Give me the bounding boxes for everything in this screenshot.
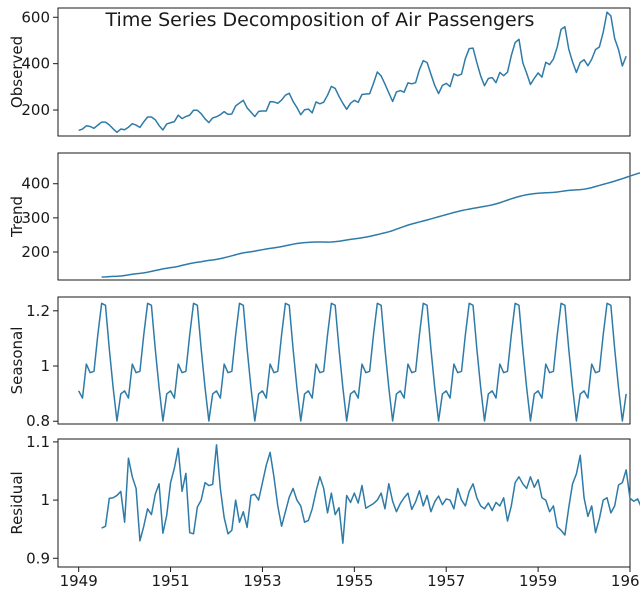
xtick-label: 1955 <box>335 572 373 590</box>
ytick-label-trend: 300 <box>21 209 50 227</box>
ytick-label-residual: 0.9 <box>26 549 50 567</box>
ylabel-seasonal: Seasonal <box>8 327 26 395</box>
xtick-label: 1961 <box>611 572 640 590</box>
panel-residual-frame <box>57 438 631 568</box>
ytick-label-residual: 1 <box>40 491 50 509</box>
series-trend-line <box>101 172 640 278</box>
ylabel-trend: Trend <box>8 196 26 238</box>
ytick-label-residual: 1.1 <box>26 433 50 451</box>
xtick-label: 1953 <box>243 572 281 590</box>
panels: 200400600Observed200300400Trend0.811.2Se… <box>8 7 640 568</box>
panel-seasonal-frame <box>57 296 631 425</box>
xtick-label: 1959 <box>519 572 557 590</box>
x-axis: 1949 1951 1953 1955 1957 1959 1961 <box>60 567 640 590</box>
ytick-label-seasonal: 0.8 <box>26 412 50 430</box>
panel-trend-frame <box>57 152 631 281</box>
series-observed-line <box>78 11 627 134</box>
ytick-label-trend: 400 <box>21 175 50 193</box>
xtick-label: 1949 <box>60 572 98 590</box>
ylabel-residual: Residual <box>8 471 26 534</box>
panel-trend: 200 300 400 Trend <box>8 152 640 281</box>
chart-title: Time Series Decomposition of Air Passeng… <box>105 9 535 31</box>
series-seasonal-line <box>78 302 627 422</box>
ytick-label-trend: 200 <box>21 243 50 261</box>
ytick-label-observed: 600 <box>21 8 50 26</box>
panel-residual: 0.9 1 1.1 Residual <box>8 433 640 568</box>
xtick-label: 1951 <box>151 572 189 590</box>
ytick-label-seasonal: 1 <box>40 357 50 375</box>
series-residual-line <box>101 444 640 544</box>
ytick-label-observed: 200 <box>21 101 50 119</box>
panel-observed-frame <box>57 7 631 137</box>
panel-observed: 200 400 600 Observed <box>8 7 631 137</box>
ylabel-observed: Observed <box>8 36 26 108</box>
ytick-label-seasonal: 1.2 <box>26 302 50 320</box>
xtick-label: 1957 <box>427 572 465 590</box>
ytick-label-observed: 400 <box>21 55 50 73</box>
